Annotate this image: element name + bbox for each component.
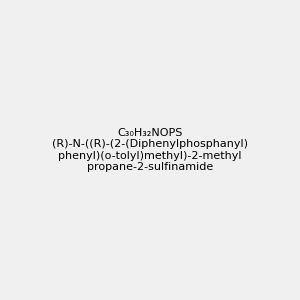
Text: C₃₀H₃₂NOPS
(R)-N-((R)-(2-(Diphenylphosphanyl)
phenyl)(o-tolyl)methyl)-2-methyl
p: C₃₀H₃₂NOPS (R)-N-((R)-(2-(Diphenylphosph… bbox=[52, 128, 248, 172]
